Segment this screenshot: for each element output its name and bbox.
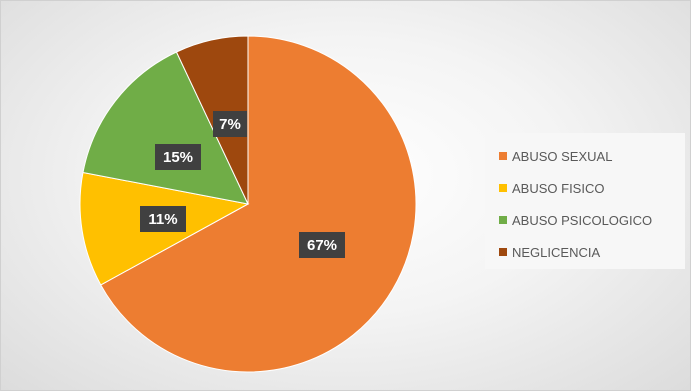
legend: ABUSO SEXUAL ABUSO FISICO ABUSO PSICOLOG… [485,133,685,269]
legend-item-abuso-sexual: ABUSO SEXUAL [499,147,612,165]
legend-swatch-abuso-fisico [499,184,507,192]
pie-slice-abuso-sexual [100,35,417,373]
legend-item-abuso-psicologico: ABUSO PSICOLOGICO [499,211,652,229]
data-labels: 67% 11% 15% 7% [140,111,345,258]
legend-swatch-neglicencia [499,248,507,256]
data-label-abuso-fisico: 11% [140,206,186,232]
data-label-neglicencia: 7% [213,111,247,137]
data-label-text: 15% [163,149,193,166]
legend-swatch-abuso-sexual [499,152,507,160]
legend-swatch-abuso-psicologico [499,216,507,224]
data-label-text: 67% [307,237,337,254]
legend-label: NEGLICENCIA [512,244,601,260]
data-label-text: 7% [219,116,241,133]
pie-slices [79,35,417,373]
legend-item-abuso-fisico: ABUSO FISICO [499,179,604,197]
data-label-box [299,232,345,258]
pie-slice-neglicencia [175,35,249,205]
data-label-abuso-psicologico: 15% [155,144,201,170]
legend-label: ABUSO FISICO [512,180,605,196]
legend-item-neglicencia: NEGLICENCIA [499,243,600,261]
data-label-box [140,206,186,232]
legend-label: ABUSO PSICOLOGICO [512,212,653,228]
data-label-abuso-sexual: 67% [299,232,345,258]
data-label-box [213,111,247,137]
data-label-box [155,144,201,170]
data-label-text: 11% [148,211,177,228]
legend-label: ABUSO SEXUAL [512,148,613,164]
pie-slice-abuso-psicologico [82,51,249,205]
